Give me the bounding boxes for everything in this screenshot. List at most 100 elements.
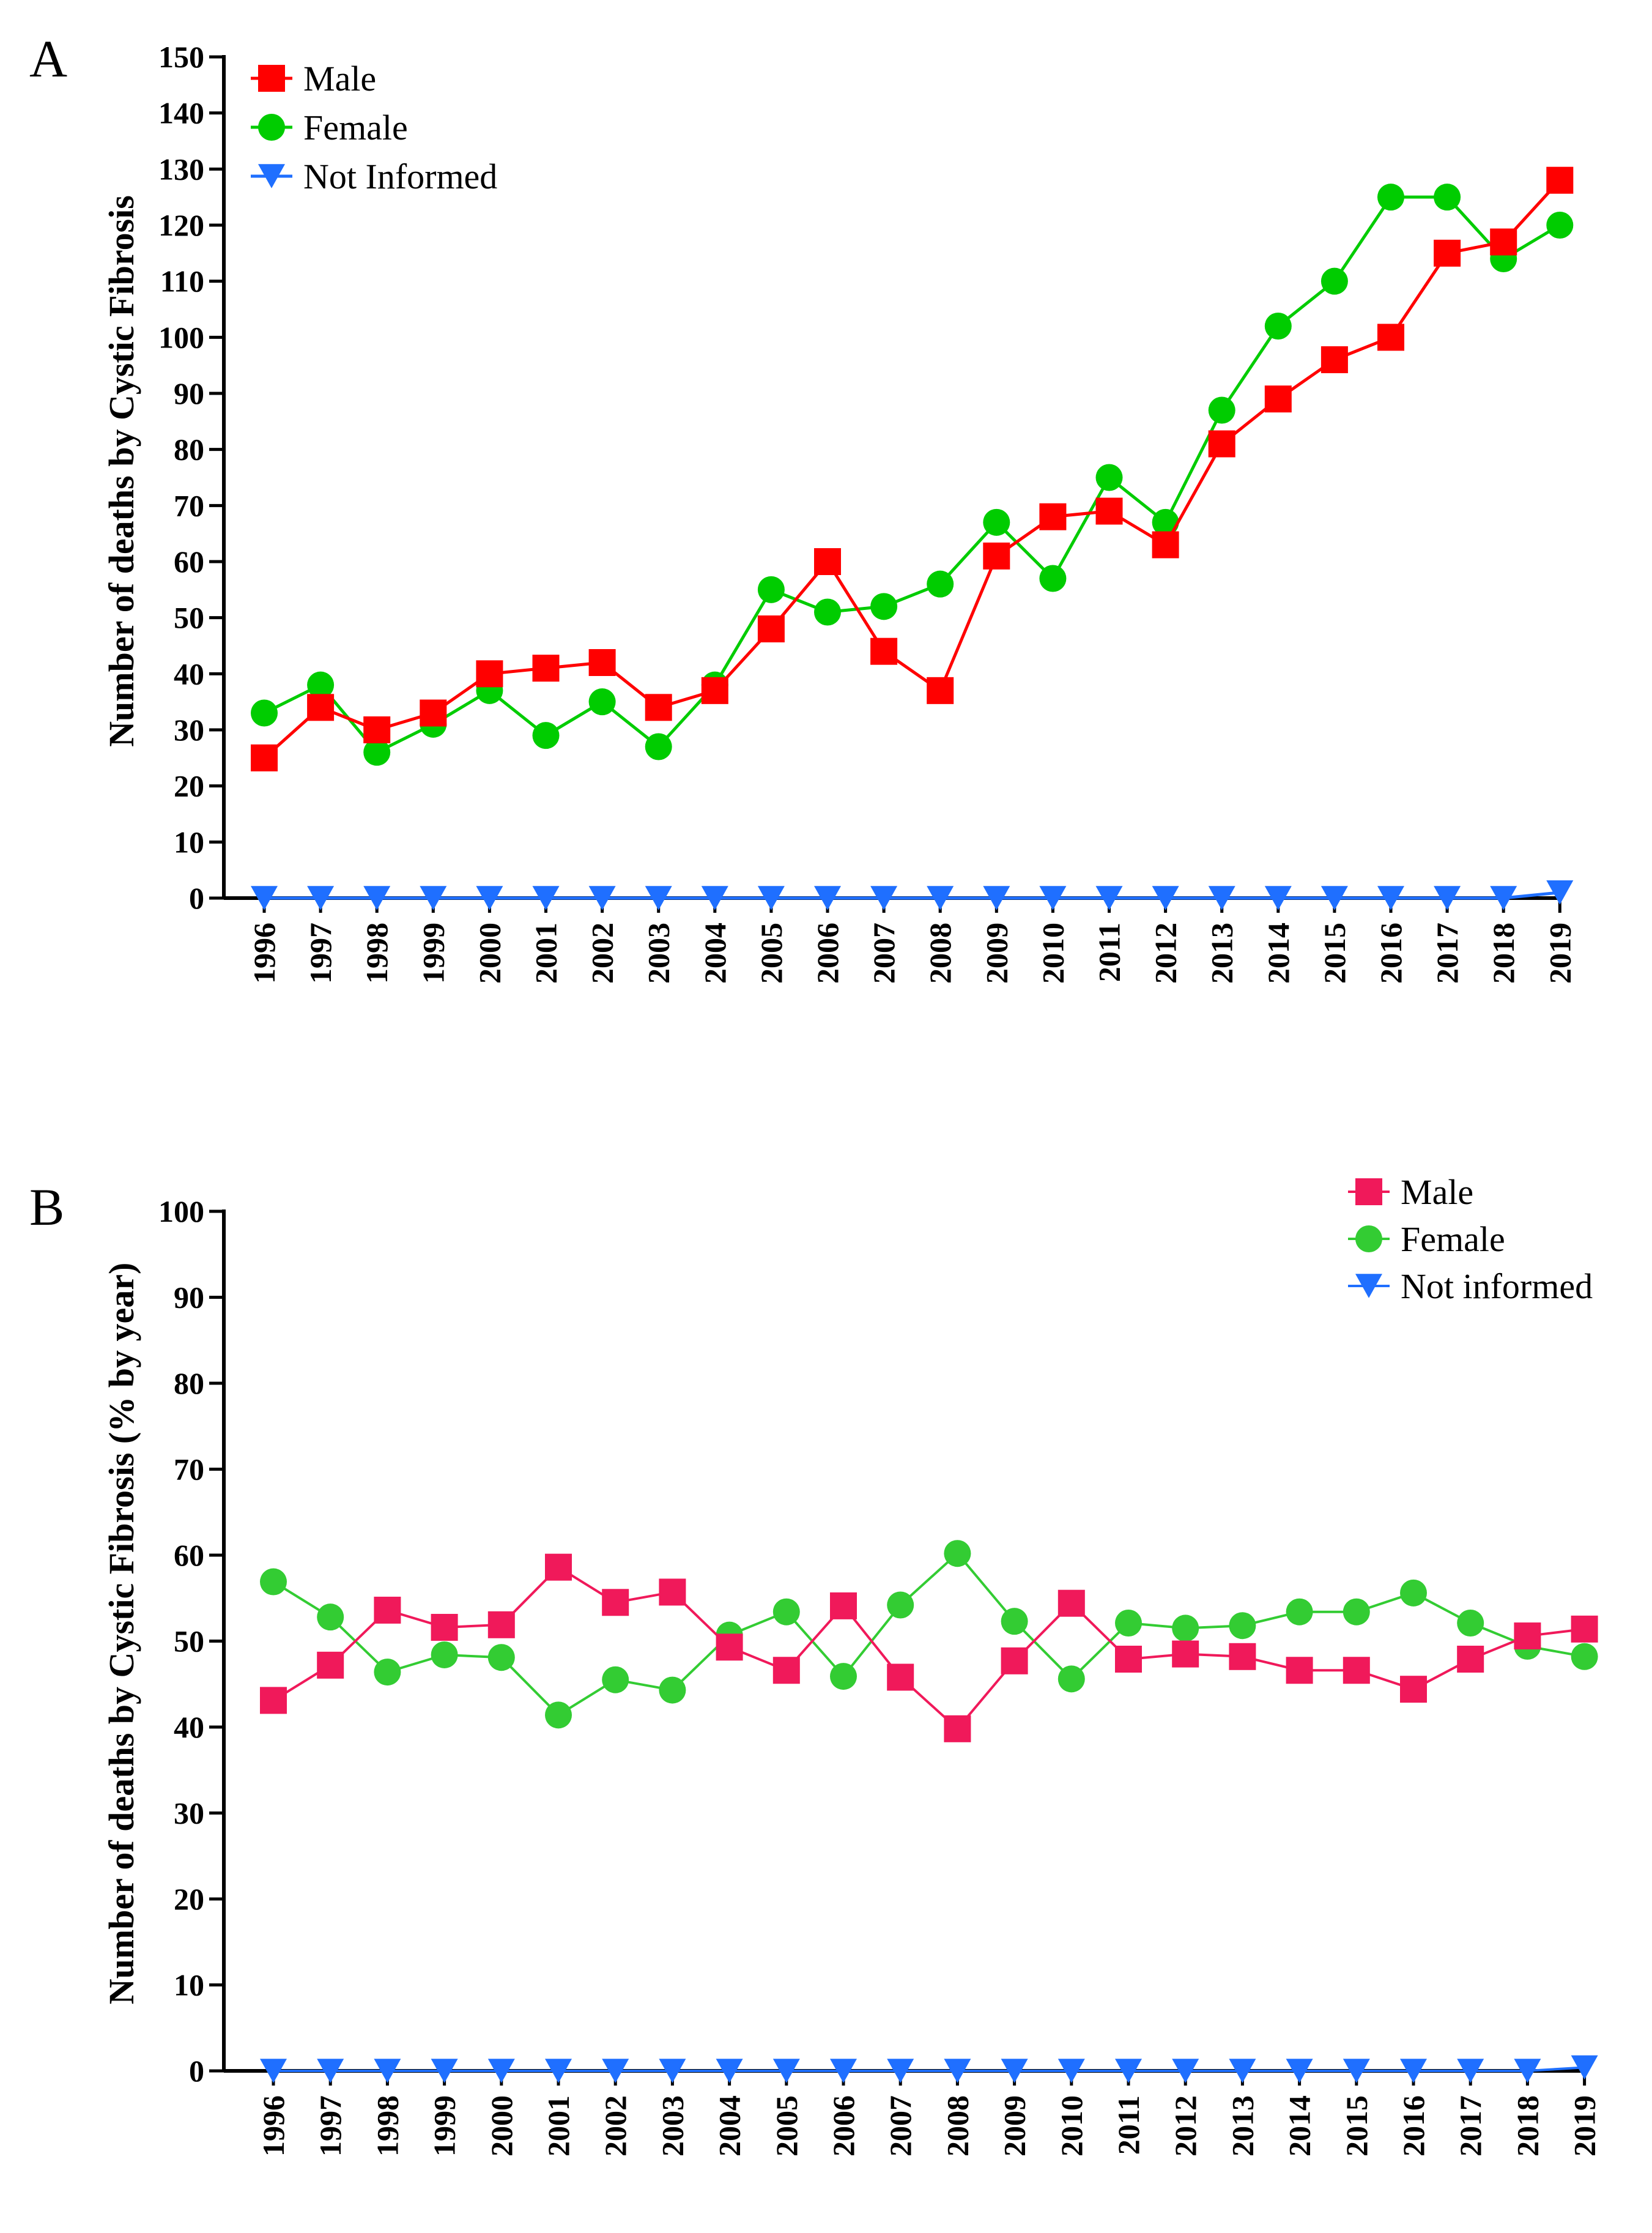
- panel-a-legend-label: Female: [303, 108, 408, 147]
- panel-a-point-female: [1434, 184, 1461, 211]
- panel-a-x-tick-label: 2015: [1317, 923, 1352, 984]
- panel-a-line-male: [263, 179, 1561, 759]
- panel-a-legend-item-female: Female: [251, 108, 408, 147]
- panel-a-point-male: [532, 655, 560, 682]
- panel-b-legend-item-female: Female: [1348, 1219, 1505, 1259]
- panel-a-point-not-informed: [588, 886, 616, 910]
- panel-b-legend-label: Female: [1401, 1219, 1505, 1259]
- panel-b-point-male: [602, 1589, 629, 1616]
- panel-b-point-male: [487, 1611, 515, 1638]
- panel-a-point-not-informed: [476, 886, 503, 910]
- panel-b-point-female: [944, 1540, 971, 1567]
- panel-a-x-tick-label: 2019: [1543, 923, 1577, 984]
- panel-b-y-tick-label: 20: [174, 1882, 204, 1916]
- panel-a-y-tick-label: 50: [174, 601, 204, 635]
- panel-a-point-male: [757, 615, 785, 642]
- panel-a-point-male: [588, 649, 616, 676]
- panel-a-point-not-informed: [363, 886, 391, 910]
- panel-a-point-female: [870, 593, 898, 620]
- panel-a-x-tick-label: 2011: [1092, 923, 1127, 982]
- panel-b-y-axis-label: Number of deaths by Cystic Fibrosis (% b…: [102, 1263, 141, 2005]
- panel-b-y-tick-label: 60: [174, 1538, 204, 1572]
- panel-b-point-not-informed: [1058, 2059, 1085, 2083]
- panel-a-legend-marker: [258, 164, 285, 188]
- panel-a-axes: 0 10 20 30 40 50 60 70 80 90 100 110 120 130 140 150 199…: [158, 40, 1577, 984]
- panel-a-point-male: [1490, 228, 1517, 256]
- panel-a-point-female: [757, 576, 785, 603]
- panel-b-x-tick-label: 1999: [428, 2095, 462, 2157]
- panel-b-point-male: [1058, 1589, 1085, 1617]
- panel-a-point-female: [532, 722, 560, 749]
- panel-b-point-male: [1115, 1646, 1142, 1673]
- panel-b-point-not-informed: [1571, 2055, 1598, 2080]
- panel-b-point-female: [1343, 1598, 1370, 1626]
- panel-a-point-male: [701, 677, 728, 704]
- panel-a-point-male: [1208, 430, 1235, 458]
- panel-a-y-tick-label: 20: [174, 769, 204, 803]
- panel-a-point-not-informed: [251, 886, 278, 910]
- panel-a-y-tick-label: 40: [174, 656, 204, 691]
- panel-b-point-male: [1457, 1646, 1484, 1673]
- panel-b-legend-marker: [1355, 1178, 1382, 1205]
- panel-a-point-not-informed: [1377, 886, 1404, 910]
- panel-b-point-not-informed: [1229, 2059, 1256, 2083]
- panel-a-point-female: [1152, 508, 1179, 536]
- panel-a-y-tick-label: 120: [158, 208, 204, 242]
- panel-b-point-not-informed: [1514, 2059, 1541, 2083]
- panel-a-point-not-informed: [1264, 886, 1292, 910]
- panel-a-y-tick-label: 60: [174, 544, 204, 579]
- panel-a-x-tick-label: 2003: [642, 923, 676, 984]
- panel-b-point-male: [1400, 1676, 1427, 1703]
- panel-b-legend-label: Male: [1401, 1172, 1473, 1212]
- panel-a-point-not-informed: [701, 886, 728, 910]
- panel-a-point-not-informed: [307, 886, 335, 910]
- panel-a-x-tick-label: 2004: [698, 923, 732, 984]
- panel-a-point-male: [307, 694, 335, 721]
- panel-a-point-not-informed: [1320, 886, 1348, 910]
- panel-b-point-not-informed: [1172, 2059, 1199, 2083]
- panel-b-y-tick-label: 50: [174, 1624, 204, 1659]
- panel-b-y-tick-label: 80: [174, 1366, 204, 1400]
- panel-a-point-female: [645, 733, 672, 760]
- panel-a-point-female: [307, 671, 335, 699]
- panel-b-x-tick-label: 2018: [1510, 2095, 1544, 2157]
- panel-b-x-tick-label: 2005: [769, 2095, 804, 2157]
- panel-a-x-tick-label: 2017: [1430, 923, 1464, 984]
- panel-b-x-tick-label: 2001: [541, 2095, 576, 2157]
- panel-a-point-not-informed: [983, 886, 1010, 910]
- panel-a-point-not-informed: [1039, 886, 1067, 910]
- panel-a-point-female: [1377, 184, 1404, 211]
- panel-b-point-male: [944, 1715, 971, 1742]
- panel-b-point-not-informed: [659, 2059, 686, 2083]
- panel-b-point-female: [1229, 1612, 1256, 1640]
- panel-a-x-tick-label: 2009: [979, 923, 1013, 984]
- panel-b-y-tick-label: 100: [158, 1194, 204, 1228]
- panel-b-point-not-informed: [374, 2059, 401, 2083]
- panel-b-point-male: [317, 1651, 344, 1679]
- panel-a-point-female: [1208, 396, 1235, 424]
- panel-b-point-not-informed: [1400, 2059, 1427, 2083]
- panel-b-point-not-informed: [487, 2059, 515, 2083]
- panel-b-point-male: [1172, 1640, 1199, 1668]
- panel-a-point-not-informed: [870, 886, 898, 910]
- panel-a-x-tick-label: 1998: [360, 923, 394, 984]
- panel-b-point-female: [1172, 1614, 1199, 1642]
- panel-b-point-not-informed: [716, 2059, 743, 2083]
- panel-a-point-male: [363, 716, 391, 743]
- panel-b-letter: B: [29, 1178, 64, 1236]
- panel-a-point-not-informed: [532, 886, 560, 910]
- panel-b-point-male: [1229, 1643, 1256, 1670]
- panel-a-y-tick-label: 90: [174, 376, 204, 411]
- panel-a-x-tick-label: 2014: [1261, 923, 1295, 984]
- panel-a-point-male: [983, 542, 1010, 570]
- panel-a-point-male: [420, 699, 447, 727]
- panel-a-line-not-informed: [264, 891, 1560, 900]
- panel-a-x-tick-label: 2005: [754, 923, 788, 984]
- panel-a-point-male: [1320, 346, 1348, 373]
- panel-b-point-not-informed: [1286, 2059, 1313, 2083]
- panel-b-point-not-informed: [317, 2059, 344, 2083]
- panel-a-x-tick-label: 1999: [416, 923, 450, 984]
- panel-a-x-tick-label: 1996: [247, 923, 281, 984]
- panel-a-series-female: [251, 184, 1574, 766]
- panel-b-y-tick-label: 70: [174, 1452, 204, 1487]
